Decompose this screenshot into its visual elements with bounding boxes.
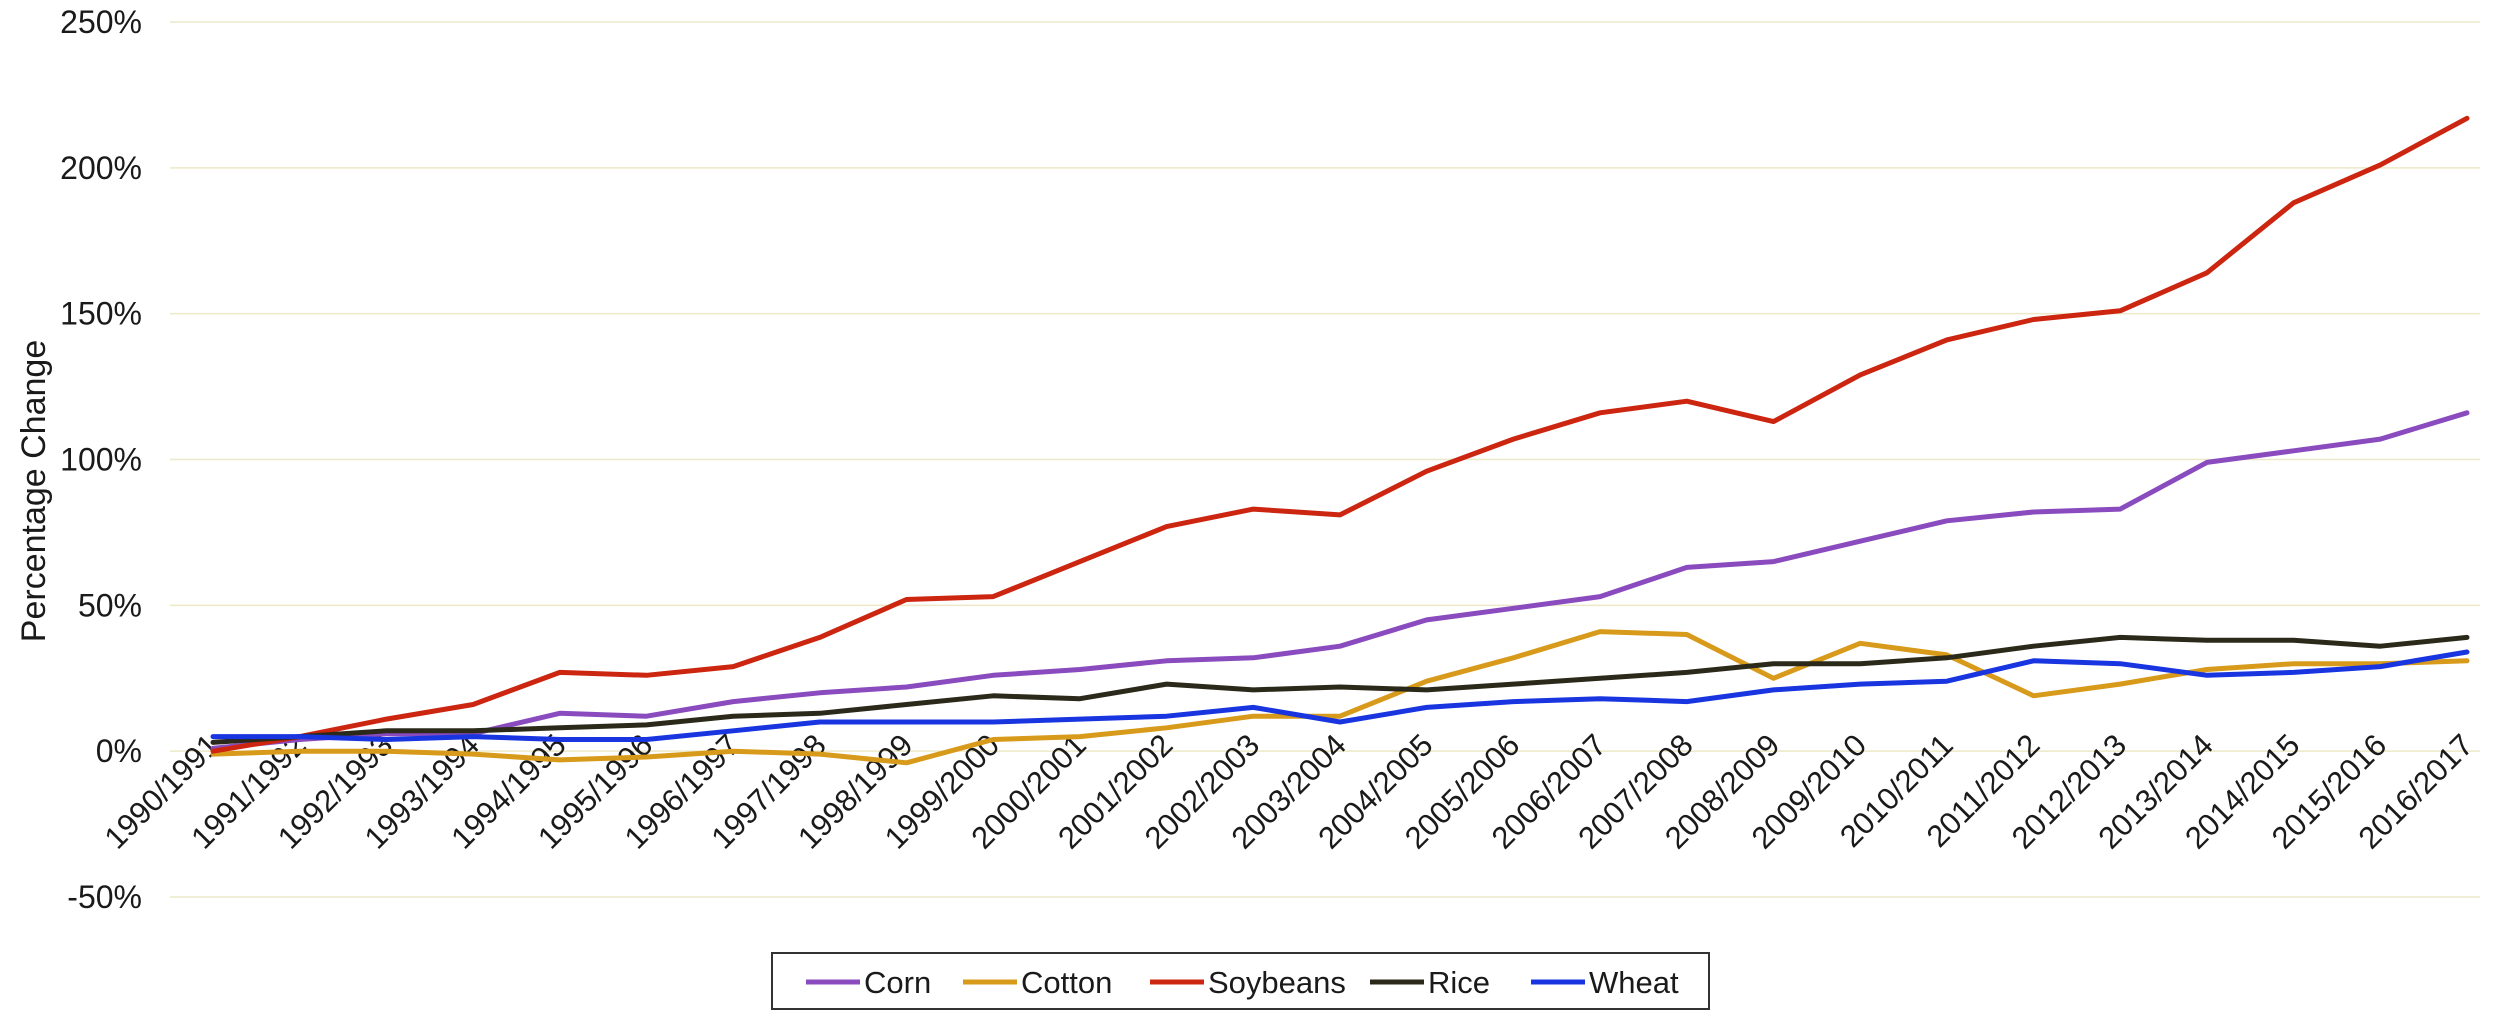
series-line-wheat: [210, 649, 2470, 742]
gridlines: [170, 21, 2480, 898]
series-lines: [210, 115, 2470, 766]
series-line-soybeans: [210, 115, 2470, 754]
legend-label-soybeans: Soybeans: [1208, 965, 1346, 1000]
legend-label-rice: Rice: [1428, 965, 1490, 1000]
legend: Corn Cotton Soybeans Rice Wheat: [771, 952, 1710, 1010]
legend-box: [771, 952, 1710, 1010]
series-line-cotton: [210, 629, 2470, 766]
y-tick-label: 200%: [60, 150, 142, 186]
y-tick-label: 250%: [60, 4, 142, 40]
series-line-corn: [210, 410, 2470, 751]
series-line-rice: [210, 634, 2470, 745]
y-tick-label: 50%: [78, 587, 142, 623]
legend-label-corn: Corn: [864, 965, 931, 1000]
y-axis-ticks: -50% 0% 50% 100% 150% 200% 250%: [60, 4, 142, 915]
y-tick-label: 0%: [96, 733, 142, 769]
y-tick-label: 100%: [60, 442, 142, 478]
x-axis-ticks: 1990/19911991/19921992/19931993/19941994…: [98, 727, 2480, 855]
y-tick-label: -50%: [67, 879, 142, 915]
y-axis-label: Percentage Change: [15, 340, 53, 642]
legend-label-wheat: Wheat: [1589, 965, 1679, 1000]
legend-label-cotton: Cotton: [1021, 965, 1112, 1000]
y-tick-label: 150%: [60, 296, 142, 332]
